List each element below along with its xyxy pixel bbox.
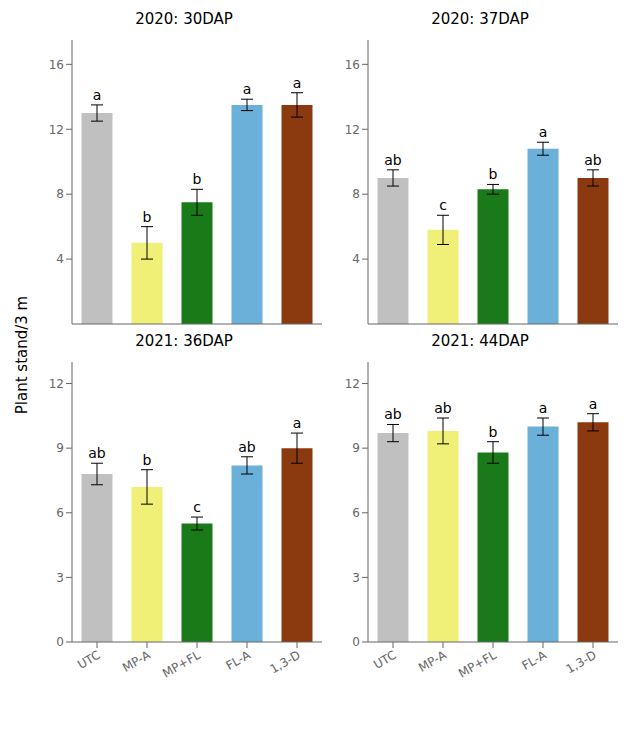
svg-text:ab: ab	[434, 400, 452, 416]
svg-text:3: 3	[56, 571, 64, 585]
svg-text:9: 9	[352, 441, 360, 455]
svg-text:c: c	[439, 197, 447, 213]
svg-text:12: 12	[345, 377, 360, 391]
svg-text:b: b	[489, 166, 498, 182]
svg-text:FL-A: FL-A	[520, 647, 550, 672]
svg-text:UTC: UTC	[75, 648, 103, 672]
svg-text:MP+FL: MP+FL	[456, 648, 499, 681]
svg-text:ab: ab	[384, 152, 402, 168]
svg-text:ab: ab	[384, 406, 402, 422]
html-text:2021: 36DAP: 2021: 36DAP	[135, 332, 233, 350]
svg-text:16: 16	[49, 58, 64, 72]
svg-text:0: 0	[56, 635, 64, 649]
svg-text:b: b	[143, 209, 152, 225]
svg-text:6: 6	[56, 506, 64, 520]
svg-text:12: 12	[345, 123, 360, 137]
svg-text:MP+FL: MP+FL	[160, 648, 203, 681]
svg-text:3: 3	[352, 571, 360, 585]
svg-text:b: b	[143, 452, 152, 468]
svg-text:12: 12	[49, 123, 64, 137]
svg-text:8: 8	[56, 187, 64, 201]
svg-text:FL-A: FL-A	[224, 647, 254, 672]
svg-text:a: a	[293, 415, 302, 431]
svg-text:MP-A: MP-A	[120, 647, 153, 674]
svg-text:9: 9	[56, 441, 64, 455]
svg-text:4: 4	[56, 252, 64, 266]
svg-text:1,3-D: 1,3-D	[267, 648, 302, 676]
svg-text:16: 16	[345, 58, 360, 72]
html-text:Plant stand/3 m: Plant stand/3 m	[13, 295, 31, 415]
svg-text:ab: ab	[88, 445, 106, 461]
svg-text:4: 4	[352, 252, 360, 266]
svg-text:a: a	[243, 81, 252, 97]
svg-text:a: a	[93, 87, 102, 103]
svg-text:b: b	[193, 171, 202, 187]
svg-text:ab: ab	[584, 152, 602, 168]
svg-text:a: a	[589, 396, 598, 412]
svg-text:c: c	[193, 499, 201, 515]
svg-text:1,3-D: 1,3-D	[563, 648, 598, 676]
html-text:2020: 37DAP: 2020: 37DAP	[431, 10, 529, 28]
svg-text:ab: ab	[238, 439, 256, 455]
svg-text:8: 8	[352, 187, 360, 201]
svg-text:b: b	[489, 424, 498, 440]
svg-text:6: 6	[352, 506, 360, 520]
html-text:2021: 44DAP: 2021: 44DAP	[431, 332, 529, 350]
svg-text:a: a	[539, 124, 548, 140]
svg-text:UTC: UTC	[371, 648, 399, 672]
svg-text:0: 0	[352, 635, 360, 649]
svg-text:a: a	[293, 75, 302, 91]
svg-text:12: 12	[49, 377, 64, 391]
svg-text:MP-A: MP-A	[416, 647, 449, 674]
svg-text:a: a	[539, 400, 548, 416]
html-text:2020: 30DAP: 2020: 30DAP	[135, 10, 233, 28]
